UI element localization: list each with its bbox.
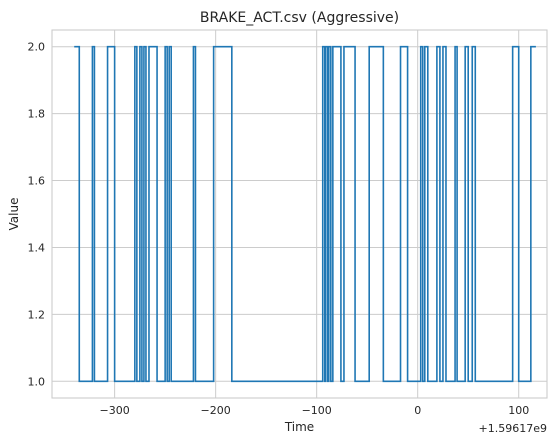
y-tick-labels: 1.0 1.2 1.4 1.6 1.8 2.0 (28, 41, 46, 389)
y-tick-label: 1.4 (28, 241, 46, 254)
x-tick-label: 100 (508, 404, 529, 417)
x-tick-label: −100 (302, 404, 332, 417)
plot-frame (51, 29, 548, 399)
x-axis-label: Time (284, 420, 314, 434)
x-tick-label: −300 (100, 404, 130, 417)
x-tick-label: 0 (414, 404, 421, 417)
y-axis-label: Value (7, 198, 21, 231)
y-tick-label: 2.0 (28, 41, 46, 54)
series-layer (74, 45, 536, 383)
y-tick-label: 1.6 (28, 175, 46, 188)
x-tick-label: −200 (201, 404, 231, 417)
y-tick-label: 1.8 (28, 108, 46, 121)
series-line (74, 45, 536, 383)
x-offset-label: +1.59617e9 (479, 422, 547, 435)
chart-title: BRAKE_ACT.csv (Aggressive) (200, 10, 399, 26)
x-tick-labels: −300 −200 −100 0 100 (100, 404, 530, 417)
y-tick-label: 1.0 (28, 375, 46, 388)
y-tick-label: 1.2 (28, 308, 46, 321)
